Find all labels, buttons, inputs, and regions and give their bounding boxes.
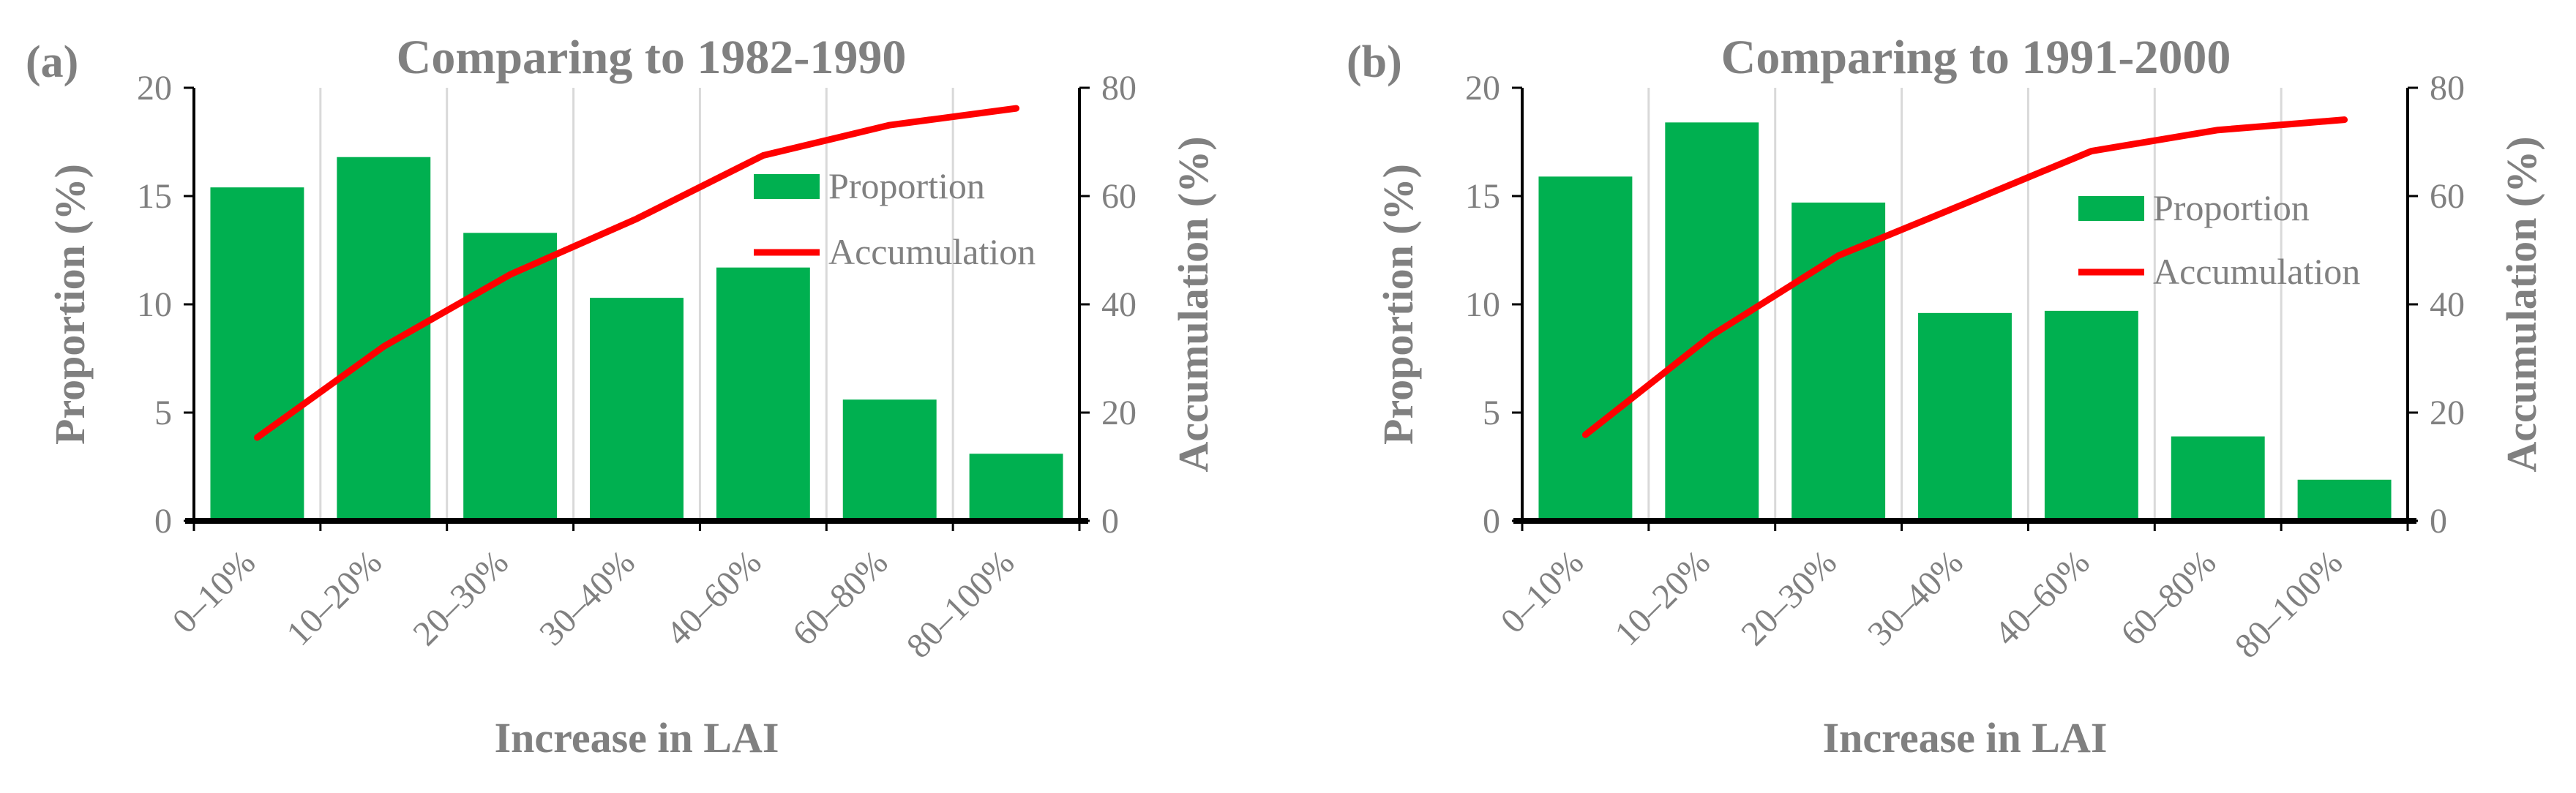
y-tick-label-left: 20 [137,69,172,108]
legend-swatch-proportion [2078,196,2144,221]
x-tick-label: 40–60% [1987,543,2097,653]
accumulation-point [2089,149,2094,154]
chart-panel-b: 0 5 10 15 20 0 20 40 60 80 0–10% 10–20% 20–30% 30–40%… [1347,31,2545,762]
accumulation-point [255,435,260,440]
bar [2171,436,2265,521]
x-tick-label: 10–20% [279,543,389,653]
legend-label-proportion: Proportion [2153,187,2310,228]
legend: Proportion Accumulation [754,165,1036,272]
y-tick-label-right: 40 [2430,285,2465,324]
panel-label: (a) [26,37,78,87]
y-tick-label-left: 10 [137,285,172,324]
x-axis-label: Increase in LAI [1823,714,2108,762]
y-tick-label-right: 20 [1101,394,1137,432]
x-tick-label: 60–80% [2113,543,2224,653]
bar [590,298,684,521]
accumulation-point [1014,106,1019,111]
y-tick-label-left: 10 [1465,285,1500,324]
chart-title: Comparing to 1991-2000 [1721,31,2231,84]
accumulation-point [2215,127,2220,132]
accumulation-point [760,153,765,158]
legend: Proportion Accumulation [2078,187,2360,292]
legend-label-accumulation: Accumulation [2153,251,2360,292]
x-tick-label: 60–80% [785,543,896,653]
x-tick-label: 0–10% [1494,543,1592,641]
accumulation-point [381,344,386,349]
legend-label-accumulation: Accumulation [828,231,1036,272]
x-tick-label: 0–10% [165,543,263,641]
x-tick-label: 40–60% [659,543,769,653]
chart-title: Comparing to 1982-1990 [397,31,907,84]
bar [2297,479,2392,521]
accumulation-point [508,272,513,277]
y-tick-label-right: 80 [2430,69,2465,108]
y-tick-label-right: 60 [1101,177,1137,216]
bar [1538,176,1633,522]
x-tick-label: 80–100% [2228,543,2351,666]
y-tick-label-right: 40 [1101,285,1137,324]
accumulation-point [1836,253,1841,258]
bar [463,233,558,521]
accumulation-point [2342,117,2347,122]
x-tick-label: 30–40% [1860,543,1971,653]
y-tick-label-left: 0 [154,502,172,541]
y-tick-label-left: 5 [154,394,172,432]
y-axis-label-right: Accumulation (%) [2498,136,2545,472]
x-axis-label: Increase in LAI [495,714,779,762]
chart-panel-a: 0 5 10 15 20 0 20 40 60 80 0–10% 10–20% 20–30% 30–40%… [26,31,1217,762]
y-tick-label-right: 0 [1101,502,1119,541]
y-tick-label-left: 5 [1483,394,1500,432]
x-tick-label: 10–20% [1607,543,1718,653]
x-tick-label: 80–100% [899,543,1022,666]
bar [1665,122,1759,522]
x-tick-label: 30–40% [532,543,643,653]
y-tick-label-left: 15 [137,177,172,216]
y-axis-label-right: Accumulation (%) [1169,136,1217,472]
bar [716,267,810,521]
accumulation-point [887,123,892,128]
bar [210,187,304,521]
panel-label: (b) [1347,37,1402,87]
bar [2044,310,2138,521]
bar [842,399,937,521]
legend-swatch-proportion [754,174,820,199]
bar [1918,312,2012,521]
y-axis-label-left: Proportion (%) [1374,164,1422,445]
y-tick-label-left: 0 [1483,502,1500,541]
accumulation-point [1710,333,1715,338]
y-tick-label-right: 20 [2430,394,2465,432]
x-tick-label: 20–30% [1734,543,1844,653]
bar [969,454,1063,521]
bar [1791,202,1886,521]
y-tick-label-right: 80 [1101,69,1137,108]
legend-label-proportion: Proportion [828,165,985,206]
y-axis-label-left: Proportion (%) [46,164,94,445]
x-tick-label: 20–30% [405,543,516,653]
accumulation-point [634,217,639,222]
y-tick-label-right: 60 [2430,177,2465,216]
y-tick-label-left: 15 [1465,177,1500,216]
accumulation-point [1583,432,1588,437]
accumulation-point [1963,201,1967,206]
y-tick-label-left: 20 [1465,69,1500,108]
y-tick-label-right: 0 [2430,502,2447,541]
bar [337,157,431,521]
